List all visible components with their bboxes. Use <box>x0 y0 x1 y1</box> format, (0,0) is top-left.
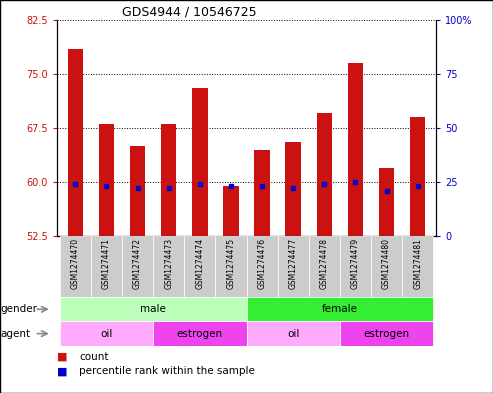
Bar <box>246 236 278 297</box>
Bar <box>246 297 433 321</box>
Text: GSM1274479: GSM1274479 <box>351 238 360 289</box>
Bar <box>161 124 176 236</box>
Bar <box>68 48 83 236</box>
Text: GSM1274474: GSM1274474 <box>195 238 204 289</box>
Text: GSM1274476: GSM1274476 <box>257 238 267 289</box>
Bar <box>278 236 309 297</box>
Text: ■: ■ <box>57 366 67 376</box>
Text: GSM1274477: GSM1274477 <box>289 238 298 289</box>
Bar <box>348 63 363 236</box>
Text: estrogen: estrogen <box>177 329 223 339</box>
Bar <box>153 236 184 297</box>
Bar <box>60 297 246 321</box>
Text: GSM1274480: GSM1274480 <box>382 238 391 289</box>
Text: GSM1274475: GSM1274475 <box>226 238 236 289</box>
Text: count: count <box>79 352 108 362</box>
Bar <box>99 124 114 236</box>
Bar <box>317 114 332 236</box>
Text: GSM1274470: GSM1274470 <box>71 238 80 289</box>
Bar <box>402 236 433 297</box>
Text: oil: oil <box>287 329 299 339</box>
Bar <box>246 321 340 346</box>
Text: GSM1274481: GSM1274481 <box>413 238 422 289</box>
Bar <box>379 168 394 236</box>
Bar <box>340 236 371 297</box>
Text: oil: oil <box>100 329 113 339</box>
Text: ■: ■ <box>57 352 67 362</box>
Text: female: female <box>322 304 358 314</box>
Bar <box>254 150 270 236</box>
Text: male: male <box>140 304 166 314</box>
Bar <box>91 236 122 297</box>
Bar <box>60 321 153 346</box>
Bar <box>192 88 208 236</box>
Text: GSM1274471: GSM1274471 <box>102 238 111 289</box>
Text: GSM1274473: GSM1274473 <box>164 238 173 289</box>
Bar <box>60 236 91 297</box>
Text: agent: agent <box>0 329 31 339</box>
Bar <box>285 142 301 236</box>
Bar <box>184 236 215 297</box>
Bar <box>340 321 433 346</box>
Bar <box>130 146 145 236</box>
Bar <box>122 236 153 297</box>
Text: GSM1274478: GSM1274478 <box>320 238 329 289</box>
Text: estrogen: estrogen <box>363 329 410 339</box>
Bar <box>215 236 246 297</box>
Bar <box>410 117 425 236</box>
Text: percentile rank within the sample: percentile rank within the sample <box>79 366 255 376</box>
Bar <box>309 236 340 297</box>
Text: GSM1274472: GSM1274472 <box>133 238 142 289</box>
Text: GDS4944 / 10546725: GDS4944 / 10546725 <box>122 6 257 19</box>
Bar <box>371 236 402 297</box>
Text: gender: gender <box>0 304 37 314</box>
Bar <box>223 185 239 236</box>
Bar <box>153 321 246 346</box>
